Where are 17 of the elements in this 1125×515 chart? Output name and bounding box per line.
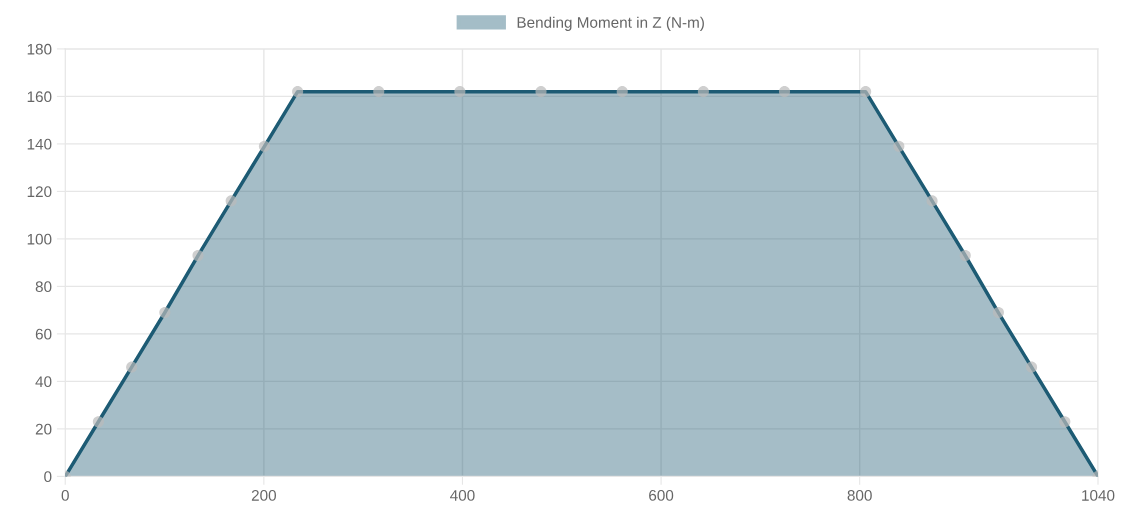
- y-tick-label: 20: [35, 423, 52, 435]
- x-tick-label: 1040: [1082, 489, 1115, 501]
- y-tick-label: 0: [44, 471, 52, 483]
- y-tick-label: 60: [35, 328, 52, 340]
- x-tick-label: 0: [61, 489, 69, 501]
- x-tick-label: 800: [847, 489, 872, 501]
- y-tick-label: 140: [27, 138, 52, 150]
- legend-label: Bending Moment in Z (N-m): [517, 16, 704, 31]
- y-tick-label: 120: [27, 186, 52, 198]
- y-tick-label: 40: [35, 376, 52, 388]
- x-tick-label: 600: [649, 489, 674, 501]
- y-tick-label: 180: [27, 43, 52, 55]
- y-tick-label: 160: [27, 91, 52, 103]
- y-tick-label: 80: [35, 281, 52, 293]
- x-tick-label: 200: [251, 489, 276, 501]
- x-tick-label: 400: [450, 489, 475, 501]
- y-tick-label: 100: [27, 233, 52, 245]
